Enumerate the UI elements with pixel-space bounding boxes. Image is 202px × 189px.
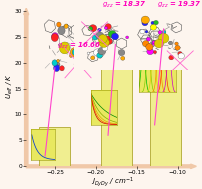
Bar bbox=[150, 29, 181, 166]
FancyArrow shape bbox=[26, 164, 196, 169]
Text: $g_{zz}$ = 19.37: $g_{zz}$ = 19.37 bbox=[157, 0, 201, 11]
Text: $g_{zz}$ = 16.66: $g_{zz}$ = 16.66 bbox=[57, 40, 101, 51]
Text: $g_{zz}$ = 18.37: $g_{zz}$ = 18.37 bbox=[102, 0, 146, 11]
Y-axis label: $U_{eff}$ / K: $U_{eff}$ / K bbox=[4, 73, 15, 99]
FancyArrow shape bbox=[24, 8, 29, 166]
X-axis label: $J_{DyDy}$ / cm$^{-1}$: $J_{DyDy}$ / cm$^{-1}$ bbox=[90, 176, 134, 189]
Bar bbox=[39, 127, 70, 166]
Bar bbox=[101, 47, 132, 166]
